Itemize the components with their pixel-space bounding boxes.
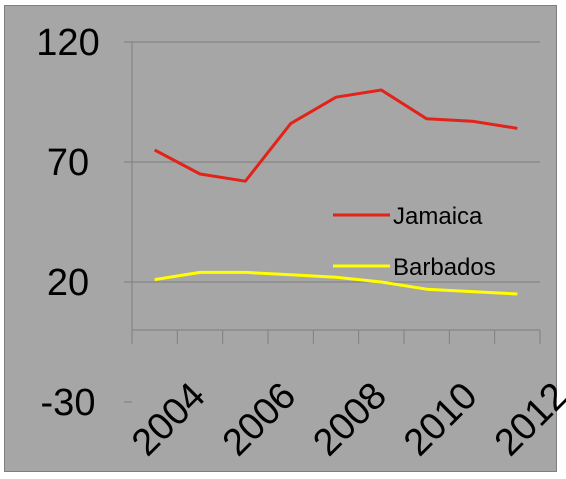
x-tick-label: 2010 [396, 375, 485, 464]
series-line-barbados [154, 270, 518, 296]
legend: Jamaica Barbados [333, 203, 496, 281]
y-tick-label: 70 [47, 142, 89, 184]
x-axis-ticks: 2004 2006 2008 2010 2012 [124, 375, 566, 464]
chart-area [4, 5, 557, 472]
series-line-jamaica [153, 88, 518, 183]
x-tick-label: 2008 [305, 375, 394, 464]
legend-label-barbados: Barbados [393, 254, 496, 281]
x-tick-label: 2004 [124, 375, 213, 464]
axes [131, 42, 541, 344]
y-axis-ticks: -30 20 70 120 [36, 22, 99, 424]
series-lines [153, 88, 518, 296]
gridlines [124, 41, 540, 403]
y-tick-label: 120 [36, 22, 99, 64]
x-tick-label: 2012 [487, 375, 566, 464]
x-tick-label: 2006 [215, 375, 304, 464]
legend-label-jamaica: Jamaica [393, 203, 483, 230]
y-tick-label: -30 [41, 382, 96, 424]
y-tick-label: 20 [47, 262, 89, 304]
